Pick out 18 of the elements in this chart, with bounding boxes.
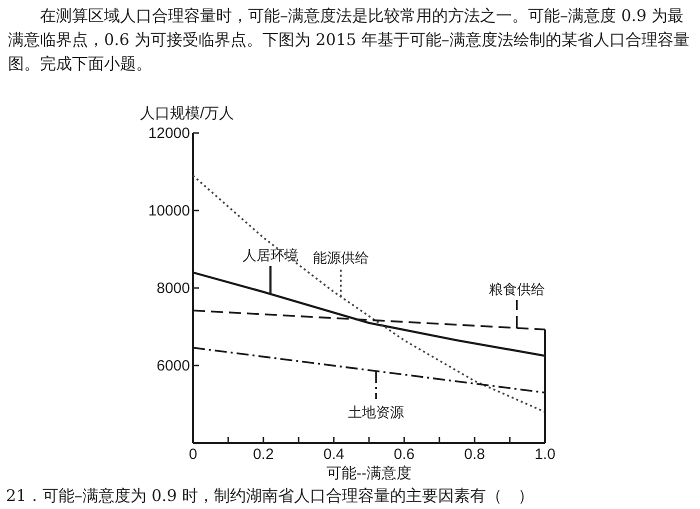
- x-tick-label: 1.0: [534, 446, 556, 463]
- series-label: 人居环境: [242, 246, 298, 263]
- y-tick-label: 10000: [148, 202, 190, 220]
- text: 21．可能–满意度为 0.9 时，制约湖南省人口合理容量的主要因素有（ ）: [6, 486, 534, 507]
- legend-label: 土地资源: [348, 404, 404, 420]
- x-tick-label: 0.4: [323, 446, 344, 463]
- y-axis-title: 人口规模/万人: [140, 105, 234, 122]
- x-tick-label: 0: [188, 446, 198, 463]
- y-tick-label: 8000: [156, 280, 190, 297]
- x-tick-label: 0.6: [394, 446, 415, 463]
- x-axis-title: 可能--满意度: [326, 465, 412, 482]
- chart-title: 在测算区域人口合理容量时，可能–满意度法是比较常用的方法之一。可能–满意度 0.9 为最满意临界点，0.6 为可接受临界点。下图为 2015 年基于可能–满意度法绘制的某省人口合理容量图。完成下面小题。: [8, 5, 690, 75]
- series-label: 能源供给: [312, 250, 369, 266]
- y-tick-label: 12000: [148, 125, 190, 142]
- y-tick-label: 6000: [156, 358, 190, 374]
- x-tick-label: 0.8: [464, 446, 486, 463]
- x-tick-label: 0.2: [252, 446, 274, 463]
- text: 粮食供给: [488, 280, 545, 297]
